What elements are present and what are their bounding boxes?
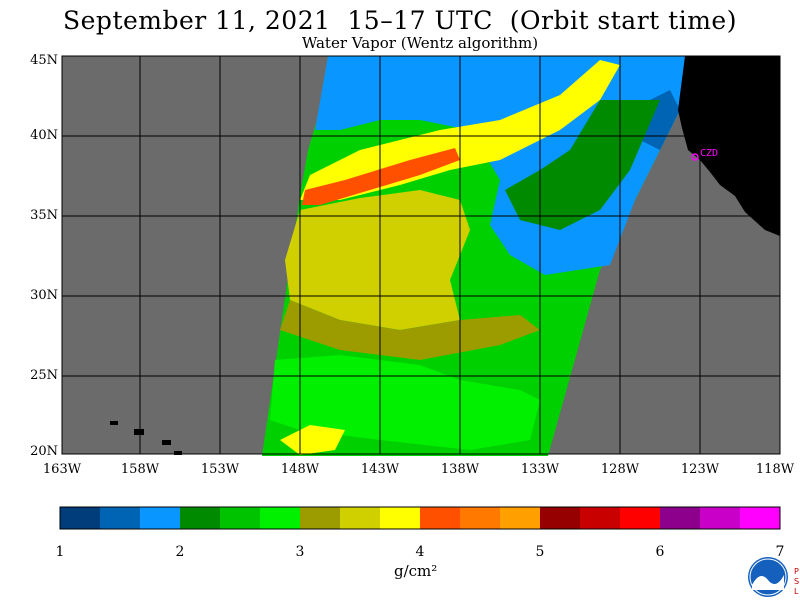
colorbar-segment <box>380 507 421 529</box>
swath-band-orange <box>302 148 460 205</box>
land-north-america <box>678 56 780 236</box>
colorbar-tick-6: 6 <box>655 544 665 560</box>
lat-label-20n: 20N <box>30 444 58 459</box>
lon-label-148w: 148W <box>280 462 320 477</box>
lat-label-45n: 45N <box>30 53 58 68</box>
lon-label-143w: 143W <box>360 462 400 477</box>
swath <box>262 56 685 456</box>
swath-olive <box>285 190 470 330</box>
colorbar-segment <box>260 507 301 529</box>
land-hawaii <box>110 421 182 455</box>
lon-label-158w: 158W <box>120 462 160 477</box>
lon-label-133w: 133W <box>520 462 560 477</box>
lon-label-118w: 118W <box>755 462 795 477</box>
swath-yellow-south <box>280 425 345 455</box>
colorbar-segment <box>140 507 181 529</box>
swath-olive-dark <box>280 300 540 360</box>
colorbar-segment <box>220 507 261 529</box>
colorbar-segment <box>460 507 501 529</box>
colorbar-segment <box>100 507 141 529</box>
colorbar-segment <box>60 507 101 529</box>
colorbar-segment <box>620 507 661 529</box>
colorbar-tick-1: 1 <box>55 544 65 560</box>
lat-label-30n: 30N <box>30 288 58 303</box>
colorbar-segment <box>740 507 781 529</box>
colorbar-tick-4: 4 <box>415 544 425 560</box>
swath-blue-north <box>315 56 685 275</box>
map-subtitle: Water Vapor (Wentz algorithm) <box>301 34 539 52</box>
colorbar-segment <box>300 507 341 529</box>
colorbar-segment <box>540 507 581 529</box>
colorbar-tick-5: 5 <box>535 544 545 560</box>
map-frame <box>61 55 781 455</box>
lat-label-25n: 25N <box>30 368 58 383</box>
svg-text:S: S <box>794 577 799 586</box>
colorbar-tick-3: 3 <box>295 544 305 560</box>
colorbar-segment <box>180 507 221 529</box>
colorbar-segment <box>340 507 381 529</box>
colorbar-segment <box>660 507 701 529</box>
station-marker <box>691 153 699 161</box>
colorbar-segment <box>700 507 741 529</box>
swath-green-bright <box>270 355 540 450</box>
lon-label-153w: 153W <box>200 462 240 477</box>
lon-label-163w: 163W <box>42 462 82 477</box>
noaa-logo <box>748 557 788 597</box>
lon-label-123w: 123W <box>680 462 720 477</box>
swath-green-inner <box>505 100 660 230</box>
psl-logo: P S L <box>794 567 799 596</box>
lat-label-35n: 35N <box>30 208 58 223</box>
svg-text:L: L <box>794 587 799 596</box>
station-label: CZD <box>700 148 718 159</box>
colorbar-tick-7: 7 <box>775 544 785 560</box>
svg-text:P: P <box>794 567 799 576</box>
colorbar-segment <box>420 507 461 529</box>
colorbar-frame <box>59 506 781 530</box>
map-grid <box>62 56 780 454</box>
colorbar-unit: g/cm² <box>394 562 438 580</box>
lat-label-40n: 40N <box>30 128 58 143</box>
lon-label-128w: 128W <box>600 462 640 477</box>
colorbar-segment <box>580 507 621 529</box>
map-title: September 11, 2021 15–17 UTC (Orbit star… <box>63 6 737 35</box>
colorbar-tick-2: 2 <box>175 544 185 560</box>
lon-label-138w: 138W <box>440 462 480 477</box>
colorbar-segment <box>500 507 541 529</box>
colorbar <box>60 507 781 529</box>
